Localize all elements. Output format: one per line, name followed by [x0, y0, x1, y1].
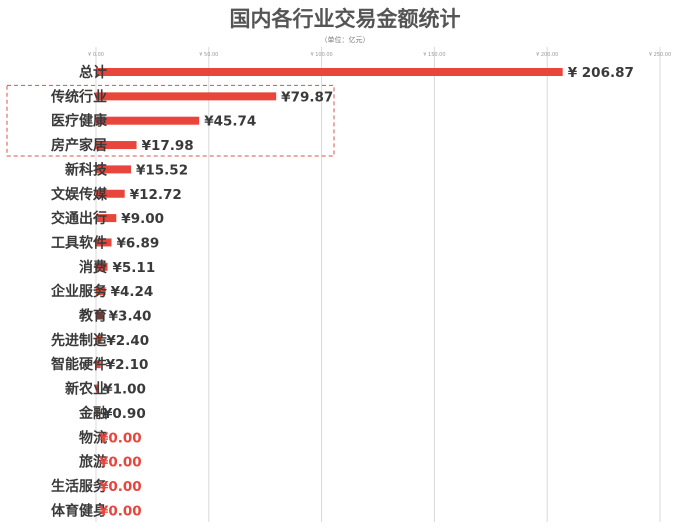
data-label: ¥15.52 [136, 162, 188, 178]
bar [96, 116, 200, 125]
gridlines [95, 47, 661, 522]
data-label: ¥2.40 [106, 333, 149, 349]
data-label: ¥79.87 [281, 89, 333, 105]
category-label: 工具软件 [51, 234, 107, 251]
bar [96, 214, 117, 223]
category-label: 金融 [78, 405, 107, 422]
bar [96, 408, 99, 417]
category-label: 体育健身 [51, 502, 107, 519]
x-tick-label: ¥ 200.00 [536, 52, 558, 58]
data-label: ¥0.00 [99, 479, 142, 495]
category-label: 智能硬件 [50, 356, 107, 373]
category-labels: 总计传统行业医疗健康房产家居新科技文娱传媒交通出行工具软件消费企业服务教育先进制… [50, 64, 108, 519]
data-label: ¥0.00 [99, 430, 142, 446]
data-label: ¥6.89 [117, 235, 160, 251]
category-label: 医疗健康 [51, 113, 108, 130]
bar [96, 92, 277, 101]
data-label: ¥0.00 [99, 503, 142, 519]
x-tick-label: ¥ 0.00 [88, 52, 104, 58]
data-label: ¥0.90 [103, 406, 146, 422]
category-label: 消费 [79, 259, 107, 276]
category-label: 物流 [79, 429, 107, 446]
bar [96, 262, 108, 271]
x-tick-label: ¥ 150.00 [423, 52, 445, 58]
bar [96, 141, 137, 150]
category-label: 房产家居 [51, 137, 107, 154]
category-label: 企业服务 [50, 283, 108, 300]
data-label: ¥17.98 [142, 138, 194, 154]
category-label: 文娱传媒 [51, 186, 108, 203]
bar [96, 311, 104, 320]
chart-title: 国内各行业交易金额统计 [230, 7, 461, 31]
x-tick-label: ¥ 250.00 [649, 52, 671, 58]
category-label: 交通出行 [51, 210, 107, 227]
category-label: 新科技 [65, 161, 108, 178]
data-label: ¥2.10 [106, 357, 149, 373]
x-axis-ticks: ¥ 0.00 ¥ 50.00 ¥ 100.00 ¥ 150.00 ¥ 200.00 ¥ 2… [88, 52, 671, 58]
bar [96, 189, 125, 198]
x-tick-label: ¥ 100.00 [310, 52, 332, 58]
category-label: 生活服务 [51, 478, 108, 495]
bar [96, 335, 102, 344]
category-label: 教育 [79, 308, 107, 325]
category-label: 新农业 [65, 381, 107, 398]
data-label: ¥9.00 [121, 211, 164, 227]
data-label: ¥3.40 [109, 309, 152, 325]
data-label: ¥5.11 [113, 260, 156, 276]
bar [96, 384, 99, 393]
data-label: ¥1.00 [103, 382, 146, 398]
highlight-box [6, 84, 335, 157]
chart-subtitle: （单位：亿元） [321, 35, 370, 44]
bar [96, 165, 132, 174]
data-label: ¥45.74 [204, 114, 256, 130]
data-label: ¥12.72 [130, 187, 182, 203]
x-tick-label: ¥ 50.00 [199, 52, 218, 58]
bars [96, 68, 563, 417]
category-label: 旅游 [79, 454, 107, 471]
category-label: 传统行业 [50, 88, 107, 105]
category-label: 总计 [79, 64, 107, 81]
data-label: ¥0.00 [99, 455, 142, 471]
category-label: 先进制造 [51, 332, 107, 349]
data-label: ¥4.24 [111, 284, 154, 300]
bar [96, 360, 101, 369]
bar [96, 287, 106, 296]
bar [96, 68, 563, 76]
value-labels: ¥ 206.87 ¥79.87 ¥45.74 ¥17.98 ¥15.52 ¥12.72 ¥9… [99, 65, 634, 519]
bar [96, 238, 112, 247]
data-label: ¥ 206.87 [568, 65, 634, 81]
